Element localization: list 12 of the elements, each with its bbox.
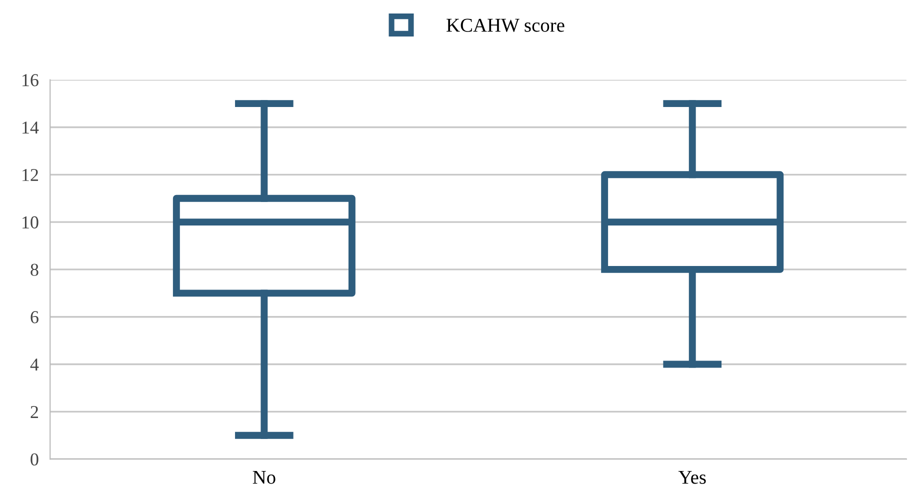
legend-label: KCAHW score — [446, 18, 564, 32]
y-tick-label: 8 — [30, 264, 38, 276]
y-tick-label: 6 — [30, 311, 38, 324]
y-tick-label: 0 — [30, 453, 38, 466]
y-tick-label: 10 — [22, 216, 38, 228]
y-tick-label: 12 — [22, 168, 38, 181]
y-tick-label: 2 — [30, 406, 38, 418]
y-tick-label: 4 — [30, 358, 39, 371]
x-tick-label: No — [252, 470, 276, 484]
y-tick-label: 16 — [22, 74, 38, 86]
y-tick-label: 14 — [22, 122, 39, 134]
x-tick-label: Yes — [678, 470, 706, 484]
